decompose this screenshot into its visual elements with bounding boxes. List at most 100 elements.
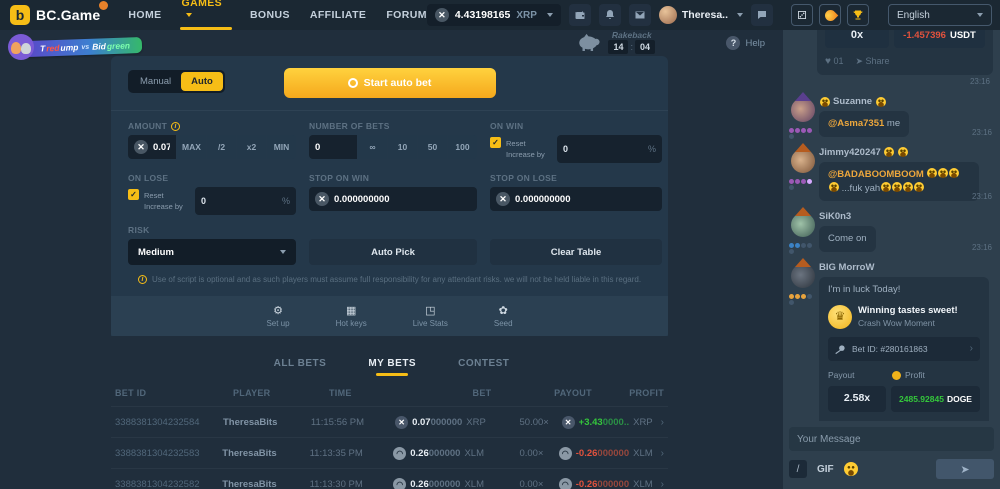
half-button[interactable]: /2 bbox=[207, 135, 236, 159]
trophy-button[interactable] bbox=[847, 4, 869, 26]
live-stats-button[interactable]: ◳ Live Stats bbox=[412, 304, 448, 328]
bets-100-button[interactable]: 100 bbox=[448, 135, 477, 159]
help-button[interactable]: ? Help bbox=[726, 36, 765, 50]
avatar bbox=[658, 6, 677, 24]
auto-pick-button[interactable]: Auto Pick bbox=[309, 239, 477, 265]
avatar[interactable] bbox=[791, 207, 815, 238]
avatar[interactable] bbox=[791, 258, 815, 289]
emoji-picker-button[interactable] bbox=[844, 462, 859, 476]
chevron-right-icon: › bbox=[969, 343, 973, 355]
dice-button[interactable]: ⚂ bbox=[791, 4, 813, 26]
bat-icon bbox=[99, 1, 109, 10]
risk-select[interactable]: Medium bbox=[128, 239, 296, 265]
wallet-button[interactable] bbox=[568, 4, 591, 26]
chat-messages[interactable]: 0x -1.457396 USDT ♥ 01 ➤ Share 23:16 Suz… bbox=[783, 30, 1000, 421]
language-select[interactable]: English bbox=[888, 4, 992, 26]
setup-button[interactable]: ⚙ Set up bbox=[266, 304, 290, 328]
loss-card[interactable]: 0x -1.457396 USDT ♥ 01 ➤ Share bbox=[817, 30, 993, 75]
badge-dot-icon bbox=[807, 243, 812, 249]
double-button[interactable]: x2 bbox=[237, 135, 266, 159]
xlm-coin-icon: ◠ bbox=[393, 446, 407, 460]
nav-forum[interactable]: FORUM bbox=[386, 9, 427, 21]
chat-username[interactable]: Jimmy420247 bbox=[819, 146, 881, 158]
stop-on-win-input[interactable]: ✕ bbox=[309, 187, 477, 211]
win-card[interactable]: ♛ Winning tastes sweet! Crash Wow Moment… bbox=[828, 305, 980, 421]
win-bet-id[interactable]: Bet ID: #280161863 › bbox=[828, 337, 980, 362]
stop-on-win-field[interactable] bbox=[334, 193, 471, 205]
user-menu[interactable]: Theresa.. bbox=[658, 6, 743, 24]
stop-on-lose-input[interactable]: ✕ bbox=[490, 187, 662, 211]
hotkeys-button[interactable]: ▦ Hot keys bbox=[335, 304, 367, 328]
tab-contest[interactable]: CONTEST bbox=[458, 358, 510, 369]
rakeback-widget[interactable]: Rakeback 14 : 04 bbox=[576, 30, 655, 54]
badge-dot-icon bbox=[807, 128, 812, 133]
bets-input[interactable] bbox=[309, 135, 357, 159]
chat-bubble-icon bbox=[758, 11, 766, 19]
badge-dot-icon bbox=[789, 178, 794, 184]
clear-table-button[interactable]: Clear Table bbox=[490, 239, 662, 265]
stop-on-lose-field[interactable] bbox=[515, 193, 656, 205]
amount-field[interactable] bbox=[153, 141, 170, 153]
nav-bonus[interactable]: BONUS bbox=[249, 9, 290, 21]
seed-icon: ✿ bbox=[498, 304, 508, 317]
nav-home[interactable]: HOME bbox=[128, 9, 162, 21]
on-lose-increase-input[interactable]: 0 % bbox=[195, 187, 296, 215]
min-button[interactable]: MIN bbox=[267, 135, 296, 159]
tab-all-bets[interactable]: ALL BETS bbox=[273, 358, 327, 369]
seed-button[interactable]: ✿ Seed bbox=[493, 304, 513, 328]
max-button[interactable]: MAX bbox=[177, 135, 206, 159]
bets-field[interactable] bbox=[315, 141, 351, 153]
avatar[interactable] bbox=[791, 92, 815, 122]
badge-dots bbox=[789, 128, 817, 139]
table-row[interactable]: 3388381304232584 TheresaBits 11:15:56 PM… bbox=[111, 406, 668, 437]
notifications-button[interactable] bbox=[598, 4, 621, 26]
chat-username[interactable]: SiK0n3 bbox=[819, 211, 852, 223]
table-row[interactable]: 3388381304232583 TheresaBits 11:13:35 PM… bbox=[111, 437, 668, 468]
infinity-button[interactable]: ∞ bbox=[358, 135, 387, 159]
badge-dot-icon bbox=[795, 294, 800, 300]
bets-10-button[interactable]: 10 bbox=[388, 135, 417, 159]
manual-mode-button[interactable]: Manual bbox=[140, 76, 172, 87]
xrp-coin-icon: ✕ bbox=[561, 415, 575, 429]
emoji-icon bbox=[937, 167, 948, 178]
mention[interactable]: @Asma7351 bbox=[828, 118, 885, 129]
start-auto-bet-button[interactable]: Start auto bet bbox=[283, 68, 496, 98]
badge-dot-icon bbox=[795, 178, 800, 184]
chevron-down-icon bbox=[185, 13, 192, 18]
tab-my-bets[interactable]: MY BETS bbox=[368, 358, 416, 376]
send-button[interactable]: ➤ bbox=[936, 459, 994, 479]
chat-username[interactable]: Suzanne bbox=[833, 96, 873, 107]
commands-button[interactable]: / bbox=[789, 460, 807, 478]
divider bbox=[111, 110, 668, 111]
comet-icon bbox=[835, 345, 845, 355]
message-time: 23:16 bbox=[971, 127, 992, 137]
chat-message-input[interactable] bbox=[789, 427, 994, 451]
table-row[interactable]: 3388381304232582 TheresaBits 11:13:30 PM… bbox=[111, 468, 668, 489]
chat-toggle-button[interactable] bbox=[751, 4, 773, 26]
nav-games[interactable]: GAMES bbox=[179, 0, 233, 30]
on-win-reset-checkbox[interactable]: ✓ bbox=[490, 137, 501, 148]
avatar[interactable] bbox=[791, 142, 815, 173]
share-button[interactable]: ➤ Share bbox=[855, 56, 890, 66]
chat-sidebar: ⚂ English 0x -1.457396 USDT bbox=[783, 0, 1000, 489]
nav-affiliate[interactable]: AFFILIATE bbox=[309, 9, 367, 21]
gear-icon: ⚙ bbox=[273, 304, 283, 317]
auto-mode-button[interactable]: Auto bbox=[181, 72, 223, 91]
bets-50-button[interactable]: 50 bbox=[418, 135, 447, 159]
fireball-button[interactable] bbox=[819, 4, 841, 26]
autobet-panel: Manual Auto Start auto bet AMOUNT i ✕ bbox=[111, 56, 668, 336]
like-button[interactable]: ♥ 01 bbox=[825, 56, 844, 67]
mention[interactable]: @BADABOOMBOOM bbox=[828, 168, 924, 180]
chat-username[interactable]: BIG MorroW bbox=[819, 262, 875, 274]
messages-button[interactable] bbox=[628, 4, 651, 26]
badge-dot-icon bbox=[789, 249, 794, 255]
logo[interactable]: b BC.Game bbox=[10, 1, 109, 25]
amount-input[interactable]: ✕ bbox=[128, 135, 176, 159]
gif-button[interactable]: GIF bbox=[817, 463, 834, 475]
balance-selector[interactable]: ✕ 4.43198165 XRP bbox=[426, 4, 561, 26]
like-button[interactable]: ♥ 01 bbox=[828, 420, 846, 422]
on-win-increase-input[interactable]: 0 % bbox=[557, 135, 662, 163]
on-lose-reset-checkbox[interactable]: ✓ bbox=[128, 189, 139, 200]
